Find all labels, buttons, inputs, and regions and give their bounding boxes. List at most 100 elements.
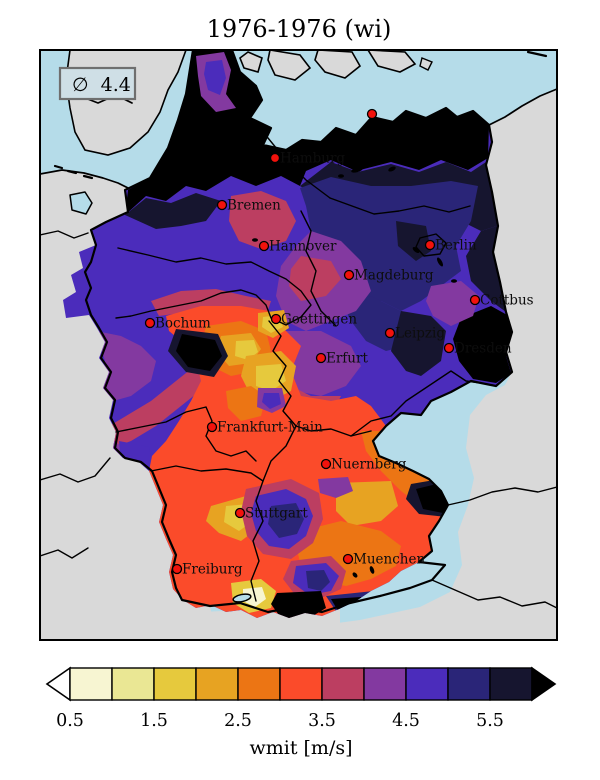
border-czech-austria — [447, 486, 557, 506]
city-label-magdeburg: Magdeburg — [354, 268, 434, 284]
city-marker-stuttgart: Stuttgart — [234, 506, 308, 522]
colorbar-segment-5 — [279, 667, 323, 701]
city-dot-erfurt — [315, 352, 327, 364]
city-marker-leipzig: Leipzig — [384, 326, 445, 342]
island — [367, 50, 417, 73]
coast-sweden — [526, 50, 548, 58]
coast-baltic-east — [488, 88, 557, 126]
city-label-freiburg: Freiburg — [182, 562, 243, 578]
colorbar-segment-6 — [321, 667, 365, 701]
mean-value-text: ∅ 4.4 — [72, 74, 131, 96]
colorbar-segment-1 — [111, 667, 155, 701]
city-dot-frankfurt-main — [206, 421, 218, 433]
city-marker-dresden: Dresden — [443, 341, 512, 357]
city-marker-hamburg: Hamburg — [269, 151, 345, 167]
lake — [340, 157, 350, 163]
contour-indigo-spot-franconia — [262, 393, 281, 409]
city-dot-dresden — [443, 342, 455, 354]
map-canvas: Hamburg Bremen Hannover Berlin Magdeburg Cott… — [40, 50, 557, 640]
colorbar-tick-3.5: 3.5 — [308, 711, 336, 731]
border-bw-north — [150, 465, 264, 482]
colorbar-segment-7 — [363, 667, 407, 701]
colorbar-segment-2 — [153, 667, 197, 701]
city-dot-unlabeled — [366, 108, 378, 120]
lake — [365, 160, 373, 166]
colorbar-segment-4 — [237, 667, 281, 701]
border-hesse-thuringia — [268, 320, 372, 437]
colorbar-segment-0 — [69, 667, 113, 701]
contour-black-alps3 — [271, 591, 326, 618]
colorbar-tick-1.5: 1.5 — [140, 711, 168, 731]
contour-purple-west — [96, 331, 156, 401]
city-markers: Hamburg Bremen Hannover Berlin Magdeburg Cott… — [144, 108, 534, 578]
city-dot-berlin — [424, 239, 436, 251]
lake — [338, 174, 344, 178]
lake-chiemsee — [369, 566, 375, 574]
lake — [252, 238, 258, 242]
lakes — [232, 155, 457, 603]
city-marker-hannover: Hannover — [258, 239, 337, 255]
contour-indigo-sylt — [204, 60, 226, 95]
contour-magenta-bremen — [229, 191, 296, 249]
colorbar-tick-2.5: 2.5 — [224, 711, 252, 731]
city-marker-unlabeled — [366, 108, 378, 120]
map-frame — [39, 49, 558, 641]
city-dot-hamburg — [269, 152, 281, 164]
city-dot-goettingen — [270, 313, 282, 325]
city-label-stuttgart: Stuttgart — [245, 506, 308, 522]
city-label-goettingen: Goettingen — [281, 312, 357, 328]
city-label-bochum: Bochum — [155, 316, 211, 332]
lake-ijsselmeer — [69, 191, 93, 215]
contour-darknavy-berlin-west — [396, 221, 431, 261]
city-marker-erfurt: Erfurt — [315, 351, 368, 367]
borders — [40, 50, 557, 614]
colorbar-segment-10 — [489, 667, 533, 701]
border-austria-south — [431, 579, 557, 609]
colorbar-segment-3 — [195, 667, 239, 701]
city-label-cottbus: Cottbus — [480, 293, 534, 309]
city-dot-nuernberg — [320, 458, 332, 470]
colorbar-segment-9 — [447, 667, 491, 701]
city-dot-muenchen — [342, 553, 354, 565]
city-dot-hannover — [258, 240, 270, 252]
colorbar-segment-8 — [405, 667, 449, 701]
island — [419, 57, 433, 71]
city-dot-stuttgart — [234, 507, 246, 519]
city-label-dresden: Dresden — [454, 341, 512, 357]
mean-box: ∅ 4.4 — [58, 66, 137, 101]
city-dot-cottbus — [469, 294, 481, 306]
colorbar: 0.5 1.5 2.5 3.5 4.5 5.5 — [45, 666, 557, 731]
contour-purple-spot-nuernberg — [318, 477, 353, 498]
colorbar-tick-5.5: 5.5 — [476, 711, 504, 731]
contour-navy-alb — [268, 503, 304, 538]
colorbar-over-arrow — [531, 666, 557, 702]
city-dot-bochum — [144, 317, 156, 329]
border-berlin — [415, 233, 447, 257]
contour-yellow-hesse — [235, 340, 258, 360]
mean-box-rect — [58, 66, 137, 101]
city-marker-frankfurt-main: Frankfurt-Main — [206, 420, 323, 436]
city-marker-freiburg: Freiburg — [171, 562, 243, 578]
lake — [412, 247, 420, 253]
lake-bodensee — [232, 593, 252, 603]
contour-navy-alps — [306, 570, 330, 591]
border-germany — [83, 50, 514, 614]
city-marker-bremen: Bremen — [216, 198, 281, 214]
city-label-nuernberg: Nuernberg — [331, 457, 407, 473]
contour-black-sauerland — [176, 334, 222, 371]
city-marker-goettingen: Goettingen — [270, 312, 357, 328]
border-rhineland — [115, 406, 257, 462]
island — [239, 51, 263, 73]
city-marker-berlin: Berlin — [424, 238, 477, 254]
plot-title: 1976-1976 (wi) — [207, 15, 392, 43]
colorbar-tick-0.5: 0.5 — [56, 711, 84, 731]
contour-purple-cottbus — [426, 281, 479, 326]
city-marker-bochum: Bochum — [144, 316, 211, 332]
island — [267, 50, 312, 81]
contour-darknavy-nw — [125, 193, 221, 229]
contour-gold-bavaria — [336, 481, 398, 526]
city-label-bremen: Bremen — [227, 198, 281, 214]
border-mecklenburg — [329, 197, 471, 215]
